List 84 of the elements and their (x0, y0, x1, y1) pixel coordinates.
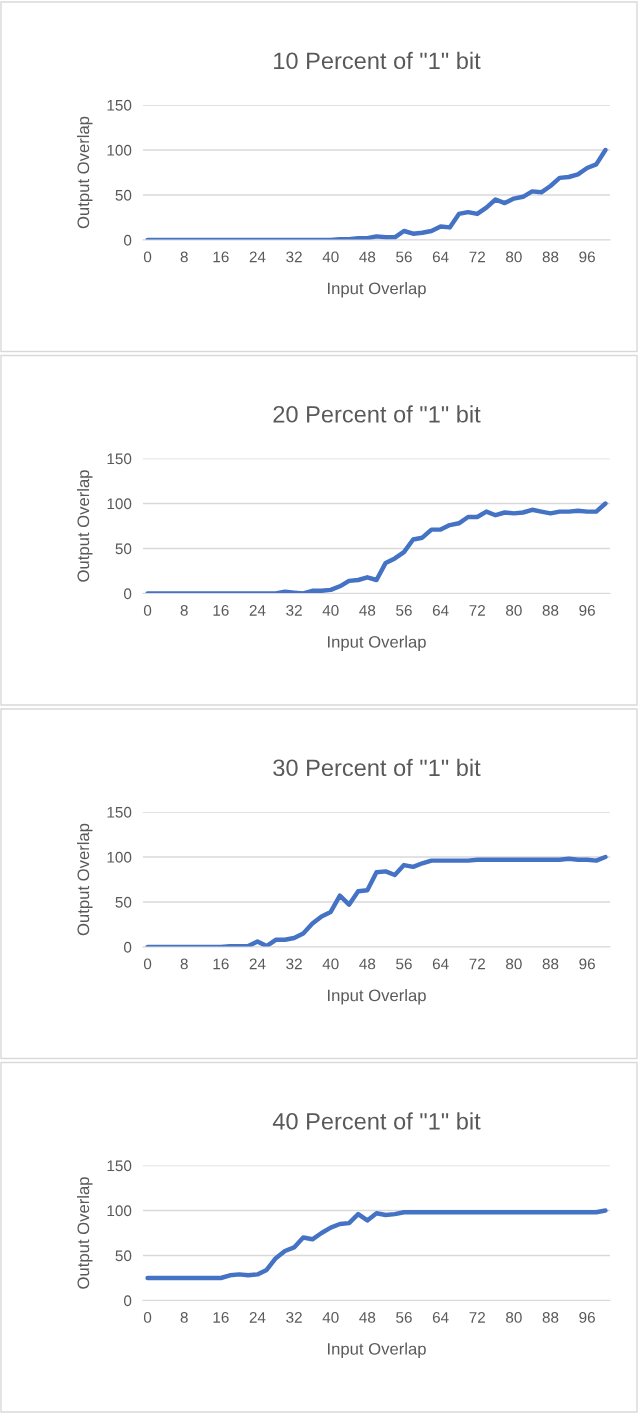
x-tick-label: 72 (469, 1312, 485, 1323)
y-tick-label: 150 (107, 1160, 132, 1172)
y-tick-label: 150 (107, 453, 132, 465)
chart-title: 30 Percent of "1" bit (273, 758, 481, 777)
x-tick-label: 72 (469, 251, 485, 263)
x-tick-label: 8 (180, 605, 188, 616)
x-tick-label: 48 (359, 605, 376, 616)
x-tick-label: 56 (396, 1312, 412, 1323)
line-series (145, 854, 608, 947)
x-tick-label: 40 (322, 251, 339, 263)
y-tick-label: 50 (115, 1250, 132, 1262)
x-axis-title: Input Overlap (328, 989, 426, 1005)
y-tick-label: 150 (107, 99, 132, 111)
x-tick-label: 0 (143, 251, 152, 263)
x-tick-label: 40 (322, 958, 339, 970)
x-tick-label: 80 (506, 251, 522, 263)
y-tick-label: 50 (115, 543, 132, 555)
x-tick-label: 80 (506, 958, 522, 970)
chart-title: 40 Percent of "1" bit (272, 1112, 481, 1130)
y-tick-label: 50 (115, 896, 132, 908)
x-tick-label: 64 (432, 958, 449, 970)
x-tick-label: 56 (396, 958, 412, 970)
x-tick-label: 24 (249, 605, 266, 616)
y-axis-title: Output Overlap (76, 823, 93, 936)
x-tick-label: 0 (143, 605, 152, 616)
x-tick-label: 0 (143, 958, 152, 970)
x-tick-label: 40 (322, 605, 339, 616)
x-tick-label: 88 (542, 958, 559, 970)
line-series (145, 501, 608, 594)
x-tick-label: 80 (506, 605, 522, 616)
x-tick-label: 32 (286, 958, 302, 970)
x-tick-label: 56 (396, 251, 412, 263)
x-tick-label: 96 (579, 251, 595, 263)
x-tick-label: 16 (213, 958, 229, 970)
x-tick-label: 24 (249, 958, 266, 970)
x-tick-label: 72 (469, 605, 485, 616)
y-tick-label: 0 (123, 234, 132, 246)
x-tick-label: 72 (469, 958, 485, 970)
y-tick-label: 0 (123, 1295, 132, 1307)
x-tick-label: 32 (286, 251, 302, 263)
x-tick-label: 8 (180, 1312, 188, 1323)
x-tick-label: 64 (432, 605, 449, 616)
y-tick-label: 100 (107, 498, 132, 510)
y-tick-label: 0 (123, 588, 132, 600)
chart-title: 20 Percent of "1" bit (273, 405, 481, 423)
x-tick-label: 32 (286, 605, 302, 616)
x-tick-label: 56 (396, 605, 412, 616)
x-tick-label: 48 (359, 251, 376, 263)
x-tick-label: 8 (180, 958, 188, 970)
x-tick-label: 16 (213, 605, 229, 616)
x-axis-title: Input Overlap (328, 635, 426, 652)
x-tick-label: 16 (213, 251, 229, 263)
y-axis-title: Output Overlap (76, 470, 93, 582)
x-tick-label: 24 (249, 251, 266, 263)
x-tick-label: 0 (143, 1312, 152, 1323)
line-series (145, 1208, 608, 1281)
x-tick-label: 64 (432, 1312, 449, 1323)
x-tick-label: 16 (213, 1312, 229, 1323)
y-axis-title: Output Overlap (76, 1177, 93, 1289)
y-tick-label: 50 (115, 189, 132, 201)
x-tick-label: 64 (432, 251, 449, 263)
x-axis-title: Input Overlap (328, 1342, 426, 1359)
x-tick-label: 32 (286, 1312, 302, 1323)
y-tick-label: 100 (107, 851, 132, 863)
x-tick-label: 96 (579, 1312, 595, 1323)
x-axis-title: Input Overlap (328, 282, 426, 298)
x-tick-label: 40 (322, 1312, 339, 1323)
line-series (145, 147, 608, 240)
x-tick-label: 8 (180, 251, 188, 263)
x-tick-label: 24 (249, 1312, 266, 1323)
y-axis-title: Output Overlap (76, 116, 93, 229)
x-tick-label: 88 (542, 605, 559, 616)
x-tick-label: 80 (506, 1312, 522, 1323)
x-tick-label: 96 (579, 605, 595, 616)
x-tick-label: 48 (359, 958, 376, 970)
y-tick-label: 100 (107, 144, 132, 156)
y-tick-label: 0 (123, 941, 132, 953)
chart-title: 10 Percent of "1" bit (274, 51, 481, 70)
x-tick-label: 48 (359, 1312, 376, 1323)
y-tick-label: 100 (107, 1205, 132, 1217)
x-tick-label: 96 (579, 958, 595, 970)
x-tick-label: 88 (542, 251, 559, 263)
x-tick-label: 88 (542, 1312, 559, 1323)
y-tick-label: 150 (107, 806, 132, 818)
